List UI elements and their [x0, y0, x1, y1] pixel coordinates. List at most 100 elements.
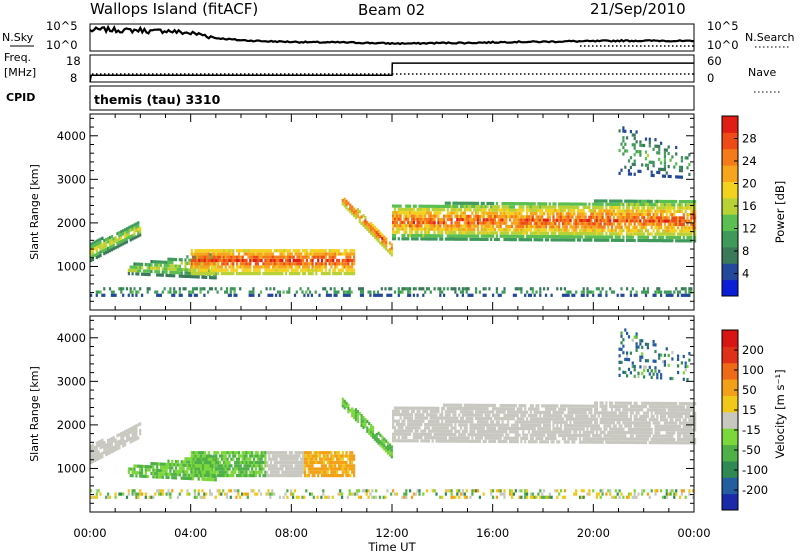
range-gate-cell [686, 166, 689, 170]
range-gate-cell [529, 218, 532, 222]
range-gate-cell [254, 252, 257, 256]
range-gate-cell [635, 130, 638, 134]
range-gate-cell [133, 229, 136, 233]
range-gate-cell [595, 199, 598, 203]
range-gate-cell [603, 235, 606, 239]
range-gate-cell [584, 205, 587, 209]
range-gate-cell [595, 212, 598, 216]
range-gate-cell [441, 423, 444, 427]
range-gate-cell [201, 287, 204, 291]
range-gate-cell [226, 470, 229, 474]
range-gate-cell [392, 220, 395, 224]
range-gate-cell [320, 451, 324, 455]
range-gate-cell [330, 460, 333, 465]
range-gate-cell [247, 268, 250, 272]
range-gate-cell [296, 460, 299, 465]
range-gate-cell [452, 201, 455, 205]
range-gate-cell [439, 234, 442, 238]
range-gate-cell [144, 272, 147, 276]
range-gate-cell [505, 224, 508, 229]
range-gate-cell [641, 235, 644, 239]
range-gate-cell [543, 205, 546, 209]
range-gate-cell [353, 464, 356, 468]
range-gate-cell [209, 258, 212, 263]
range-gate-cell [644, 137, 648, 141]
range-gate-cell [148, 266, 151, 270]
range-gate-cell [473, 439, 476, 443]
range-gate-cell [271, 262, 274, 266]
range-gate-cell [416, 227, 419, 231]
range-gate-cell [569, 212, 572, 216]
range-gate-cell [200, 464, 203, 468]
range-gate-cell [484, 228, 487, 232]
range-gate-cell [239, 454, 242, 458]
range-gate-cell [499, 211, 502, 215]
range-gate-cell [543, 221, 546, 226]
range-gate-cell [176, 264, 179, 268]
range-gate-cell [631, 209, 634, 213]
range-gate-cell [262, 252, 265, 256]
range-gate-cell [435, 413, 438, 417]
range-gate-cell [269, 457, 273, 461]
range-gate-cell [433, 227, 436, 231]
range-gate-cell [383, 242, 386, 246]
range-gate-cell [473, 214, 476, 218]
station-title: Wallops Island (fitACF) [90, 0, 258, 18]
range-gate-cell [673, 199, 676, 204]
range-gate-cell [618, 225, 621, 229]
range-gate-cell [269, 451, 273, 455]
range-gate-cell [635, 229, 638, 233]
range-gate-cell [465, 426, 468, 430]
range-gate-cell [650, 173, 653, 177]
range-gate-cell [546, 231, 549, 235]
range-gate-cell [371, 432, 375, 436]
range-gate-cell [146, 272, 149, 277]
range-gate-cell [266, 249, 269, 253]
range-gate-cell [522, 221, 525, 225]
range-gate-cell [514, 234, 517, 238]
range-gate-cell [319, 265, 322, 269]
range-gate-cell [597, 235, 600, 239]
range-gate-cell [616, 293, 619, 297]
range-gate-cell [661, 239, 665, 243]
range-gate-cell [680, 175, 683, 179]
range-gate-cell [152, 475, 155, 479]
range-gate-cell [199, 262, 202, 266]
range-gate-cell [646, 232, 649, 236]
range-gate-cell [273, 268, 276, 272]
range-gate-cell [254, 268, 257, 272]
range-gate-cell [91, 450, 95, 454]
range-gate-cell [531, 290, 534, 294]
range-gate-cell [675, 175, 678, 179]
range-gate-cell [488, 410, 491, 414]
range-gate-cell [253, 457, 256, 461]
range-gate-cell [156, 465, 159, 469]
range-gate-cell [171, 459, 174, 463]
range-gate-cell [578, 202, 582, 206]
range-gate-cell [167, 472, 170, 476]
range-gate-cell [546, 215, 549, 219]
range-gate-cell [180, 460, 183, 464]
range-gate-cell [678, 200, 682, 204]
range-gate-cell [228, 464, 231, 468]
range-gate-cell [558, 218, 561, 222]
range-gate-cell [275, 454, 278, 458]
range-gate-cell [303, 454, 307, 458]
range-gate-cell [635, 140, 638, 144]
range-gate-cell [292, 454, 295, 458]
range-gate-cell [437, 436, 440, 440]
range-gate-cell [95, 441, 98, 445]
range-gate-cell [601, 202, 604, 206]
range-gate-cell [129, 427, 132, 431]
range-gate-cell [305, 258, 308, 263]
range-gate-cell [463, 433, 466, 437]
range-gate-cell [535, 290, 538, 294]
range-gate-cell [213, 255, 216, 259]
range-gate-cell [461, 211, 464, 215]
range-gate-cell [431, 426, 434, 430]
range-gate-cell [139, 428, 142, 433]
range-gate-cell [633, 238, 636, 243]
range-gate-cell [373, 434, 376, 438]
range-gate-cell [626, 238, 629, 242]
range-gate-cell [307, 268, 310, 272]
